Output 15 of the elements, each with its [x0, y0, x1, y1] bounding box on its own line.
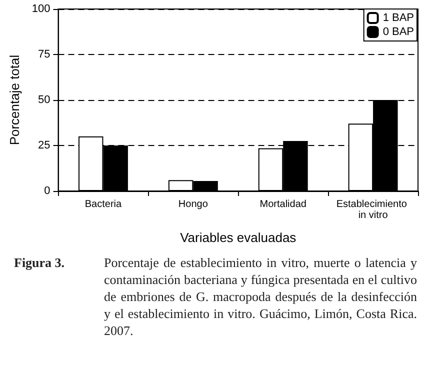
- text: Porcentaje de establecimiento in vitro, muerte o latencia y contaminación bacteriana y fúngica presentada en el cultivo de embriones de G. macropoda después de la desinfección y el establecimiento in vitro. Guácimo, Limón, Costa Rica. 2007.: [104, 254, 417, 339]
- y-tick-label: 100: [32, 3, 50, 15]
- legend-label: 1 BAP: [382, 12, 414, 24]
- x-axis-title: Variables evaluadas: [180, 230, 297, 245]
- legend-label: 0 BAP: [382, 26, 414, 38]
- y-tick-label: 75: [38, 48, 50, 60]
- x-tick-label: Hongo: [178, 199, 208, 210]
- text: Figura 3.: [14, 254, 66, 272]
- y-tick-label: 50: [38, 94, 50, 106]
- y-tick-label: 25: [38, 140, 50, 152]
- x-tick-label: Mortalidad: [260, 199, 306, 210]
- x-tick-label: Establecimiento in vitro: [336, 199, 410, 221]
- y-axis-title: Porcentaje total: [7, 54, 22, 146]
- y-tick-label: 0: [44, 185, 50, 197]
- x-tick-label: Bacteria: [84, 199, 122, 210]
